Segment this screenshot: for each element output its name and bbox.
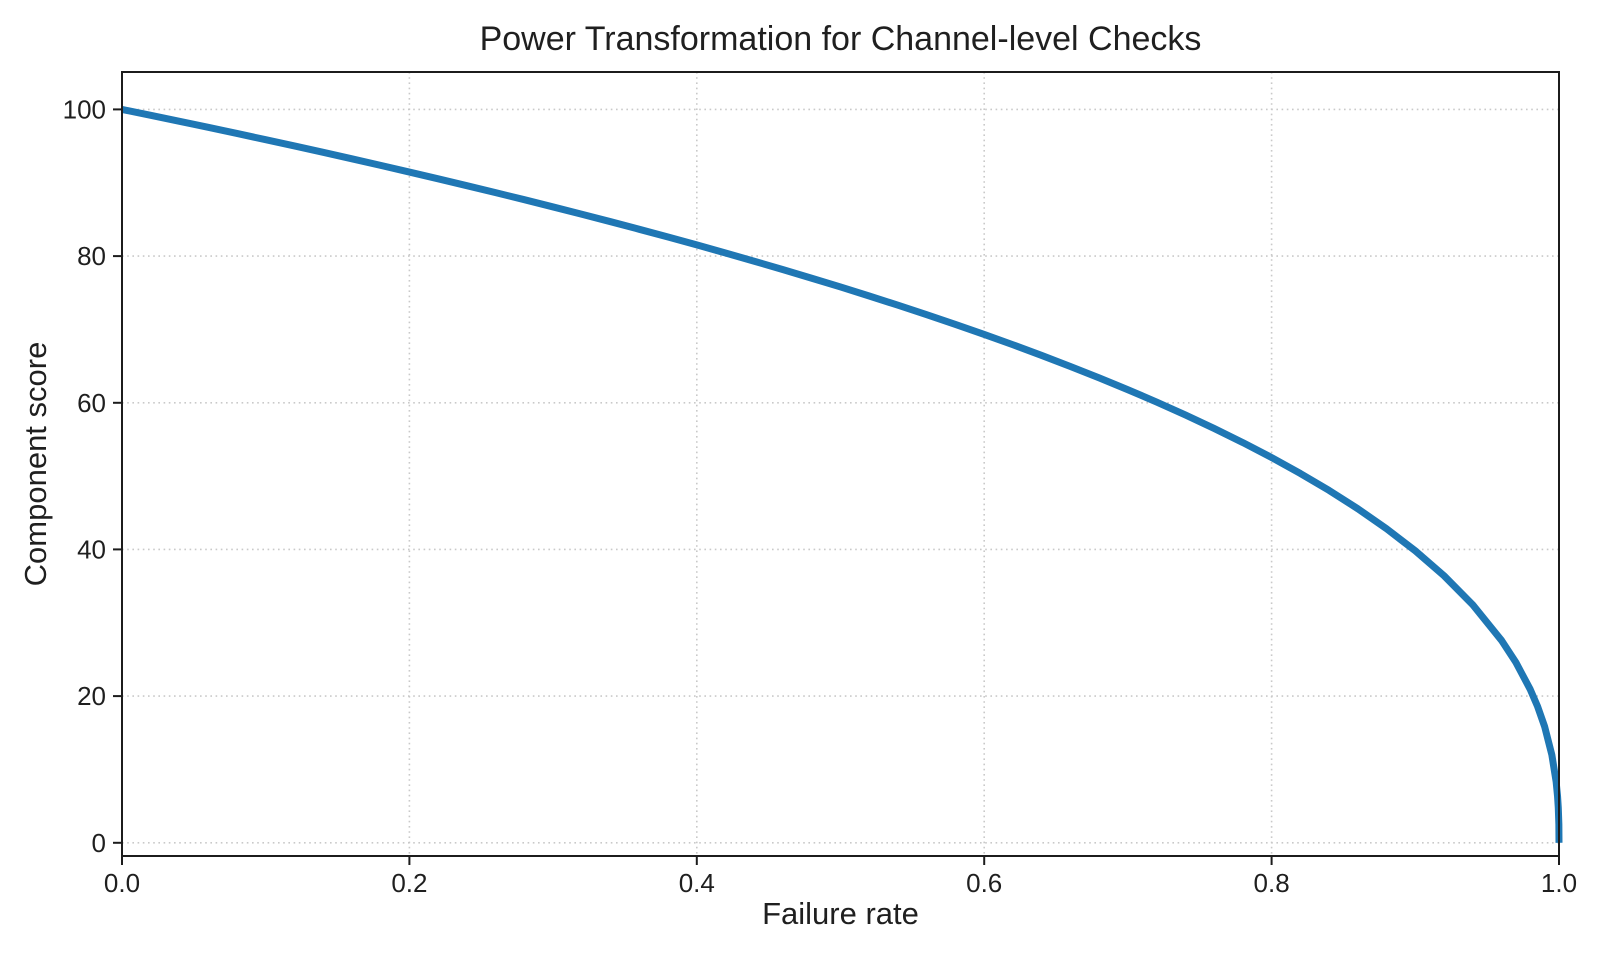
x-tick-label: 0.8 <box>1254 868 1290 898</box>
x-tick-label: 0.0 <box>104 868 140 898</box>
data-line-component-score-curve <box>121 105 1563 843</box>
y-tick-label: 100 <box>63 94 106 124</box>
x-tick-label: 0.6 <box>966 868 1002 898</box>
y-tick-label: 0 <box>92 828 106 858</box>
x-tick-label: 0.2 <box>391 868 427 898</box>
chart-title: Power Transformation for Channel-level C… <box>479 20 1202 58</box>
y-tick-label: 20 <box>77 681 106 711</box>
x-axis-label: Failure rate <box>762 896 919 931</box>
y-tick-label: 80 <box>77 241 106 271</box>
y-tick-label: 60 <box>77 388 106 418</box>
y-tick-label: 40 <box>77 534 106 564</box>
axes-frame <box>121 71 1560 857</box>
x-tick-label: 1.0 <box>1541 868 1577 898</box>
x-tick-label: 0.4 <box>679 868 715 898</box>
